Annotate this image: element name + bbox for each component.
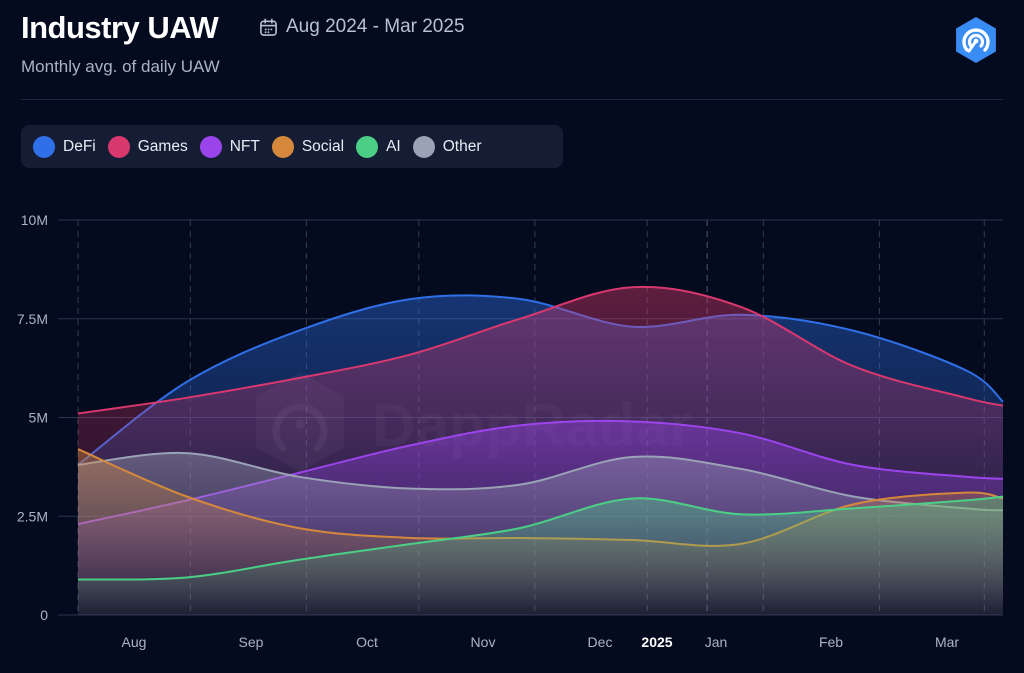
y-tick-label: 10M <box>21 212 48 228</box>
y-tick-label: 0 <box>40 607 48 623</box>
x-tick-label: Nov <box>471 634 496 650</box>
x-tick-label: Oct <box>356 634 378 650</box>
legend-item-nft[interactable]: NFT <box>198 125 270 168</box>
legend-item-games[interactable]: Games <box>106 125 198 168</box>
x-tick-label: 2025 <box>641 634 672 650</box>
chart-legend: DeFi Games NFT Social AI Other <box>21 125 563 168</box>
legend-label: DeFi <box>63 137 96 155</box>
x-tick-label: Jan <box>705 634 728 650</box>
header-divider <box>21 99 1003 100</box>
legend-label: Games <box>137 137 188 155</box>
legend-item-defi[interactable]: DeFi <box>31 125 106 168</box>
legend-label: Social <box>301 137 345 155</box>
legend-label: Other <box>442 137 482 155</box>
legend-label: AI <box>386 137 401 155</box>
chart-header: Industry UAW Aug 2024 - Mar 2025 Monthly… <box>21 6 1024 86</box>
legend-swatch <box>33 135 55 158</box>
x-tick-label: Feb <box>819 634 843 650</box>
legend-swatch <box>107 135 130 158</box>
legend-swatch <box>356 135 379 158</box>
legend-swatch <box>271 135 294 158</box>
x-tick-label: Sep <box>239 634 264 650</box>
date-range-selector[interactable]: Aug 2024 - Mar 2025 <box>259 15 465 39</box>
legend-label: NFT <box>229 137 260 155</box>
series-area-ai <box>78 496 1003 615</box>
x-tick-label: Mar <box>935 634 959 650</box>
x-tick-label: Dec <box>588 634 613 650</box>
legend-item-other[interactable]: Other <box>411 125 492 168</box>
chart-subtitle: Monthly avg. of daily UAW <box>21 57 220 76</box>
page-title: Industry UAW <box>21 10 219 45</box>
y-tick-label: 2.5M <box>17 508 48 524</box>
y-tick-label: 5M <box>29 410 48 426</box>
date-range-label: Aug 2024 - Mar 2025 <box>286 16 465 37</box>
series-line-defi[interactable] <box>77 294 1004 466</box>
calendar-icon <box>260 18 277 36</box>
legend-swatch <box>412 135 435 158</box>
legend-item-ai[interactable]: AI <box>354 125 411 168</box>
dappradar-logo-icon[interactable] <box>951 15 1001 65</box>
x-tick-label: Aug <box>122 634 147 650</box>
y-tick-label: 7.5M <box>17 311 48 327</box>
series-line-ai[interactable] <box>77 495 1004 581</box>
legend-item-social[interactable]: Social <box>270 125 354 168</box>
legend-swatch <box>199 135 222 158</box>
series-line-games[interactable] <box>77 285 1004 415</box>
